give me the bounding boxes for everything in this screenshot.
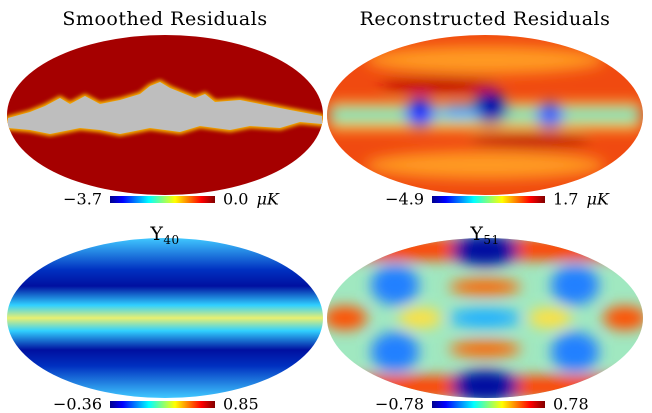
title-subscript: 40 — [163, 233, 179, 247]
title-text: Y — [149, 223, 163, 245]
colorbar-tick-label: 0.85 — [223, 395, 259, 413]
panel-title: Y51 — [469, 223, 499, 247]
map-smoothed — [7, 35, 323, 195]
colorbar-unit: μK — [256, 190, 279, 209]
map-y40 — [7, 238, 323, 398]
colorbar-tick-label: 1.7 — [553, 190, 578, 209]
title-text: Y — [469, 223, 483, 245]
colorbar-tick-label: −0.78 — [375, 395, 424, 413]
colorbar-unit: μK — [586, 190, 609, 209]
title-subscript: 51 — [483, 233, 499, 247]
title-text: Smoothed Residuals — [62, 8, 267, 30]
map-y51 — [327, 238, 643, 398]
colorbar-tick-label: 0.78 — [553, 395, 589, 413]
title-text: Reconstructed Residuals — [360, 8, 611, 30]
colorbar — [110, 196, 215, 203]
colorbar — [432, 196, 545, 203]
panel-title: Reconstructed Residuals — [360, 8, 611, 30]
colorbar — [432, 401, 545, 408]
colorbar-tick-label: −3.7 — [63, 190, 102, 209]
colorbar — [110, 401, 215, 408]
map-reconstructed — [327, 35, 643, 195]
colorbar-tick-label: −4.9 — [385, 190, 424, 209]
colorbar-tick-label: 0.0 — [223, 190, 248, 209]
panel-title: Smoothed Residuals — [62, 8, 267, 30]
panel-title: Y40 — [149, 223, 179, 247]
colorbar-tick-label: −0.36 — [53, 395, 102, 413]
